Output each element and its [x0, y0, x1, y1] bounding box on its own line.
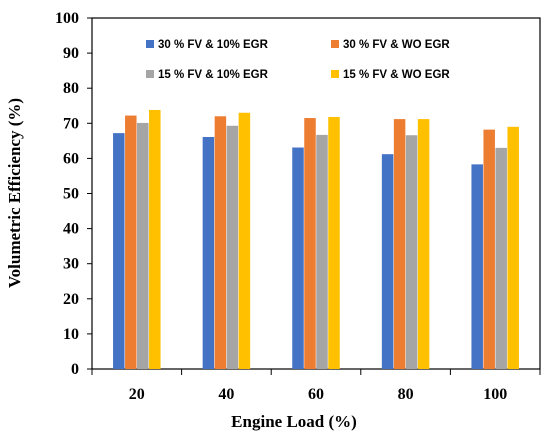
bar	[507, 126, 519, 369]
bar	[137, 122, 149, 369]
y-tick-label: 20	[63, 291, 79, 308]
legend-swatch	[146, 40, 154, 48]
bar	[125, 115, 137, 369]
x-tick-label: 20	[129, 386, 145, 403]
legend-label: 30 % FV & WO EGR	[343, 39, 450, 51]
y-axis-ticks: 0 10 20 30 40 50 60 70 80 90 100	[55, 10, 92, 378]
bars	[113, 109, 519, 370]
x-axis-ticks: 20 40 60 80 100	[91, 369, 541, 403]
y-axis-title: Volumetric Efficiency (%)	[5, 98, 24, 288]
bar	[483, 129, 495, 369]
bar	[226, 125, 239, 369]
bar	[316, 134, 328, 369]
bar	[304, 118, 316, 369]
bar	[495, 147, 507, 369]
legend-label: 15 % FV & WO EGR	[343, 69, 450, 81]
bar	[405, 135, 418, 369]
y-tick-label: 60	[63, 150, 79, 167]
legend-label: 30 % FV & 10% EGR	[158, 39, 269, 51]
y-tick-label: 90	[63, 45, 79, 62]
bar	[113, 133, 125, 369]
bar	[214, 116, 227, 369]
bar	[328, 116, 340, 370]
x-tick-label: 60	[308, 386, 324, 403]
legend-label: 15 % FV & 10% EGR	[158, 69, 269, 81]
y-tick-label: 30	[63, 256, 79, 273]
x-tick-label: 80	[398, 386, 414, 403]
y-tick-label: 40	[63, 221, 79, 238]
y-tick-label: 70	[63, 115, 79, 132]
legend-swatch	[146, 70, 154, 78]
legend-swatch	[331, 40, 339, 48]
bar	[417, 119, 430, 369]
y-tick-label: 100	[55, 10, 79, 27]
y-tick-label: 10	[63, 326, 79, 343]
x-tick-label: 40	[218, 386, 234, 403]
x-axis-title: Engine Load (%)	[231, 412, 357, 431]
bar	[393, 119, 406, 369]
y-tick-label: 50	[63, 186, 79, 203]
bar	[149, 109, 161, 369]
bar	[471, 164, 483, 369]
bar	[238, 112, 251, 370]
bar	[381, 154, 394, 369]
legend-swatch	[331, 70, 339, 78]
x-tick-label: 100	[483, 386, 507, 403]
legend: 30 % FV & 10% EGR 30 % FV & WO EGR 15 % FV…	[146, 39, 450, 81]
y-tick-label: 0	[71, 361, 79, 378]
y-tick-label: 80	[63, 80, 79, 97]
bar	[202, 136, 215, 369]
bar	[292, 147, 304, 369]
